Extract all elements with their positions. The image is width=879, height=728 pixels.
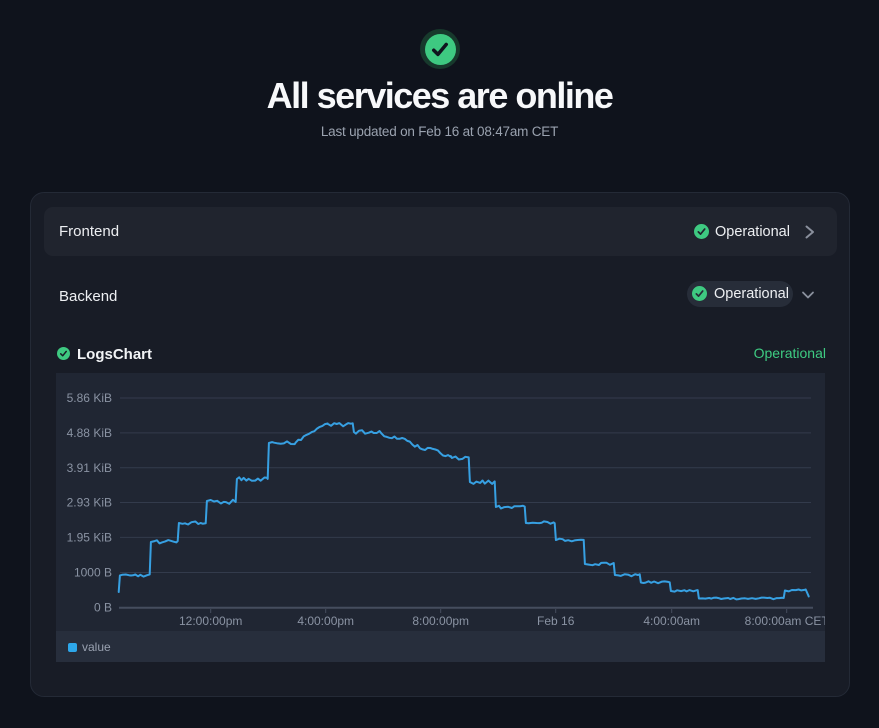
svg-text:12:00:00pm: 12:00:00pm [179, 614, 242, 628]
svg-text:4.88 KiB: 4.88 KiB [67, 426, 112, 440]
svg-text:8:00:00pm: 8:00:00pm [412, 614, 469, 628]
svg-text:1000 B: 1000 B [74, 566, 112, 580]
svg-text:2.93 KiB: 2.93 KiB [67, 496, 112, 510]
svg-text:4:00:00pm: 4:00:00pm [297, 614, 354, 628]
svg-text:Feb 16: Feb 16 [537, 614, 575, 628]
svg-text:8:00:00am CET: 8:00:00am CET [745, 614, 825, 628]
svg-text:4:00:00am: 4:00:00am [643, 614, 700, 628]
svg-text:3.91 KiB: 3.91 KiB [67, 461, 112, 475]
svg-text:5.86 KiB: 5.86 KiB [67, 391, 112, 405]
svg-text:0 B: 0 B [94, 601, 112, 615]
svg-text:1.95 KiB: 1.95 KiB [67, 530, 112, 544]
